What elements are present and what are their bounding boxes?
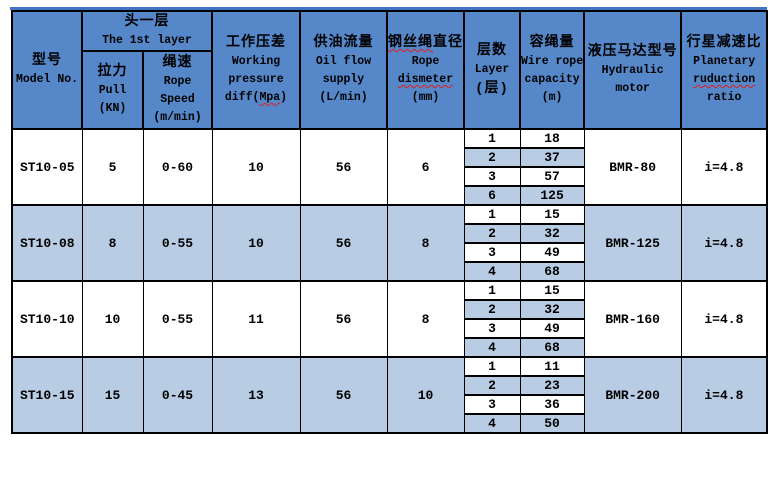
cell-flow: 56 xyxy=(299,280,388,358)
cell-capacity: 49 xyxy=(519,318,585,339)
cell-capacity: 57 xyxy=(519,166,585,187)
cell-model: ST10-05 xyxy=(11,128,83,206)
misspelled-mpa: Mpa xyxy=(259,91,281,104)
cell-ratio: i=4.8 xyxy=(680,204,768,282)
misspelled-dismeter: dismeter xyxy=(397,73,454,86)
cell-capacity: 18 xyxy=(519,128,585,149)
cell-capacity: 15 xyxy=(519,280,585,301)
winch-spec-table: 型号 Model No. 头一层 The 1st layer 工作压差 Work… xyxy=(11,10,769,434)
cell-layer: 1 xyxy=(463,204,521,225)
header-capacity: 容绳量 Wire rope capacity (m) xyxy=(518,10,586,130)
header-ratio: 行星减速比 Planetary ruduction ratio xyxy=(680,10,769,130)
cell-layer: 3 xyxy=(463,318,521,339)
cell-pressure: 11 xyxy=(211,280,301,358)
header-speed: 绳速 Rope Speed (m/min) xyxy=(142,50,213,130)
cell-layer: 1 xyxy=(463,280,521,301)
header-first-layer-group: 头一层 The 1st layer xyxy=(81,10,213,52)
cell-pressure: 10 xyxy=(211,128,301,206)
cell-motor: BMR-80 xyxy=(583,128,682,206)
cell-model: ST10-10 xyxy=(11,280,83,358)
cell-layer: 2 xyxy=(463,223,521,244)
cell-layer: 2 xyxy=(463,299,521,320)
cell-capacity: 36 xyxy=(519,394,585,415)
header-first-layer-zh: 头一层 xyxy=(124,14,170,30)
cell-diameter: 10 xyxy=(386,356,465,434)
cell-capacity: 32 xyxy=(519,223,585,244)
cell-layer: 4 xyxy=(463,413,521,434)
cell-model: ST10-08 xyxy=(11,204,83,282)
cell-flow: 56 xyxy=(299,128,388,206)
header-pressure: 工作压差 Working pressure diff(Mpa) xyxy=(211,10,301,130)
header-pressure-diff: diff(Mpa) xyxy=(224,91,288,104)
cell-diameter: 8 xyxy=(386,204,465,282)
cell-pressure: 13 xyxy=(211,356,301,434)
cell-capacity: 68 xyxy=(519,261,585,282)
cell-capacity: 49 xyxy=(519,242,585,263)
header-model-en: Model No. xyxy=(15,73,79,86)
cell-capacity: 68 xyxy=(519,337,585,358)
cell-motor: BMR-125 xyxy=(583,204,682,282)
cell-diameter: 8 xyxy=(386,280,465,358)
cell-capacity: 15 xyxy=(519,204,585,225)
cell-pull: 8 xyxy=(81,204,144,282)
cell-speed: 0-55 xyxy=(142,204,213,282)
cell-capacity: 11 xyxy=(519,356,585,377)
cell-pull: 5 xyxy=(81,128,144,206)
cell-motor: BMR-160 xyxy=(583,280,682,358)
header-motor: 液压马达型号 Hydraulic motor xyxy=(583,10,683,130)
cell-ratio: i=4.8 xyxy=(680,356,768,434)
cell-capacity: 37 xyxy=(519,147,585,168)
cell-speed: 0-55 xyxy=(142,280,213,358)
header-pull: 拉力 Pull (KN) xyxy=(81,50,144,130)
cell-model: ST10-15 xyxy=(11,356,83,434)
cell-layer: 4 xyxy=(463,337,521,358)
cell-capacity: 23 xyxy=(519,375,585,396)
cell-layer: 3 xyxy=(463,394,521,415)
top-accent-line xyxy=(10,7,767,10)
header-first-layer-en: The 1st layer xyxy=(102,34,192,47)
cell-layer: 1 xyxy=(463,356,521,377)
cell-layer: 4 xyxy=(463,261,521,282)
cell-speed: 0-60 xyxy=(142,128,213,206)
misspelled-ruduction: ruduction xyxy=(693,73,756,86)
header-diameter: 钢丝绳直径 Rope dismeter (mm) xyxy=(386,10,465,130)
cell-pull: 15 xyxy=(81,356,144,434)
cell-flow: 56 xyxy=(299,204,388,282)
misspelled-rope-zh: 钢丝绳 xyxy=(388,35,433,51)
cell-layer: 3 xyxy=(463,166,521,187)
header-model: 型号 Model No. xyxy=(11,10,83,130)
cell-motor: BMR-200 xyxy=(583,356,682,434)
cell-layer: 6 xyxy=(463,185,521,206)
cell-flow: 56 xyxy=(299,356,388,434)
cell-pressure: 10 xyxy=(211,204,301,282)
cell-capacity: 125 xyxy=(519,185,585,206)
header-layer: 层数 Layer (层) xyxy=(463,10,521,130)
cell-capacity: 50 xyxy=(519,413,585,434)
cell-layer: 1 xyxy=(463,128,521,149)
header-model-zh: 型号 xyxy=(32,53,62,69)
cell-capacity: 32 xyxy=(519,299,585,320)
cell-layer: 3 xyxy=(463,242,521,263)
header-diameter-zh: 钢丝绳直径 xyxy=(388,35,463,51)
cell-ratio: i=4.8 xyxy=(680,280,768,358)
cell-speed: 0-45 xyxy=(142,356,213,434)
cell-ratio: i=4.8 xyxy=(680,128,768,206)
cell-layer: 2 xyxy=(463,147,521,168)
header-flow: 供油流量 Oil flow supply (L/min) xyxy=(299,10,388,130)
cell-pull: 10 xyxy=(81,280,144,358)
cell-layer: 2 xyxy=(463,375,521,396)
cell-diameter: 6 xyxy=(386,128,465,206)
